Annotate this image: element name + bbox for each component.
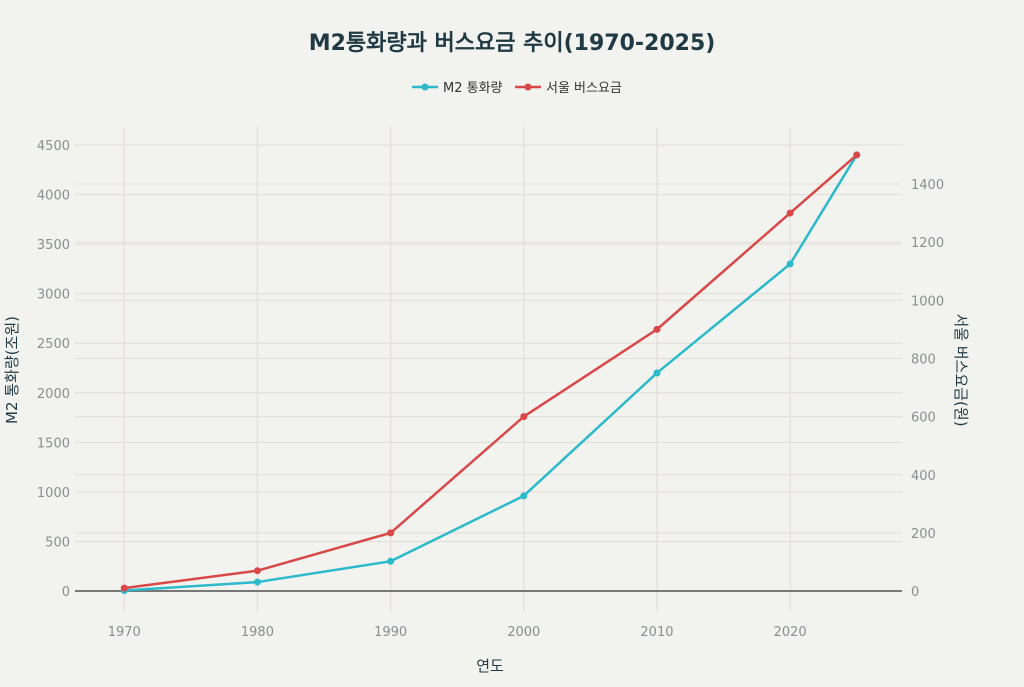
data-point [387,529,395,537]
x-axis-title: 연도 [476,657,504,675]
y-right-tick-label: 1200 [911,236,944,251]
y-left-tick-label: 3000 [37,288,70,303]
y-right-tick-label: 0 [911,585,919,600]
chart-title: M2통화량과 버스요금 추이(1970-2025) [309,31,716,56]
y-right-tick-label: 600 [911,411,936,426]
data-point [786,209,794,217]
y-axis-right-title: 서울 버스요금(원) [952,313,970,426]
y-left-tick-label: 2000 [37,387,70,402]
data-point [387,557,395,565]
ticks: 1970 1980 1990 2000 2010 20200500100015002000… [37,139,944,640]
data-point [786,260,794,268]
y-left-tick-label: 1500 [37,436,70,451]
legend-label: M2 통화량 [443,81,503,96]
y-right-tick-label: 1400 [911,178,944,193]
y-right-tick-label: 200 [911,527,936,542]
data-point [520,492,528,500]
grid [75,127,902,612]
y-left-tick-label: 1000 [37,486,70,501]
y-left-tick-label: 2500 [37,337,70,352]
x-tick-label: 2010 [640,625,673,640]
x-tick-label: 2020 [774,625,807,640]
x-tick-label: 1970 [108,625,141,640]
data-point [853,151,861,159]
y-left-tick-label: 4000 [37,189,70,204]
data-point [120,584,128,592]
y-left-tick-label: 500 [45,535,70,550]
y-left-tick-label: 3500 [37,238,70,253]
legend-marker-icon [524,83,532,91]
data-point [653,369,661,377]
x-tick-label: 1990 [374,625,407,640]
series-line-1 [124,153,858,590]
legend: M2 통화량 서울 버스요금 [412,81,622,96]
y-right-tick-label: 400 [911,469,936,484]
y-right-tick-label: 1000 [911,294,944,309]
x-tick-label: 2000 [507,625,540,640]
data-point [653,325,661,333]
legend-marker-icon [421,83,429,91]
data-point [253,567,261,575]
x-tick-label: 1980 [241,625,274,640]
data-point [253,578,261,586]
y-right-tick-label: 800 [911,352,936,367]
y-left-tick-label: 0 [62,585,70,600]
y-axis-left-title: M2 통화량(조원) [3,316,21,424]
series-line-0 [124,154,858,592]
y-left-tick-label: 4500 [37,139,70,154]
data-point [520,413,528,421]
legend-label: 서울 버스요금 [546,81,622,96]
series [120,151,861,594]
